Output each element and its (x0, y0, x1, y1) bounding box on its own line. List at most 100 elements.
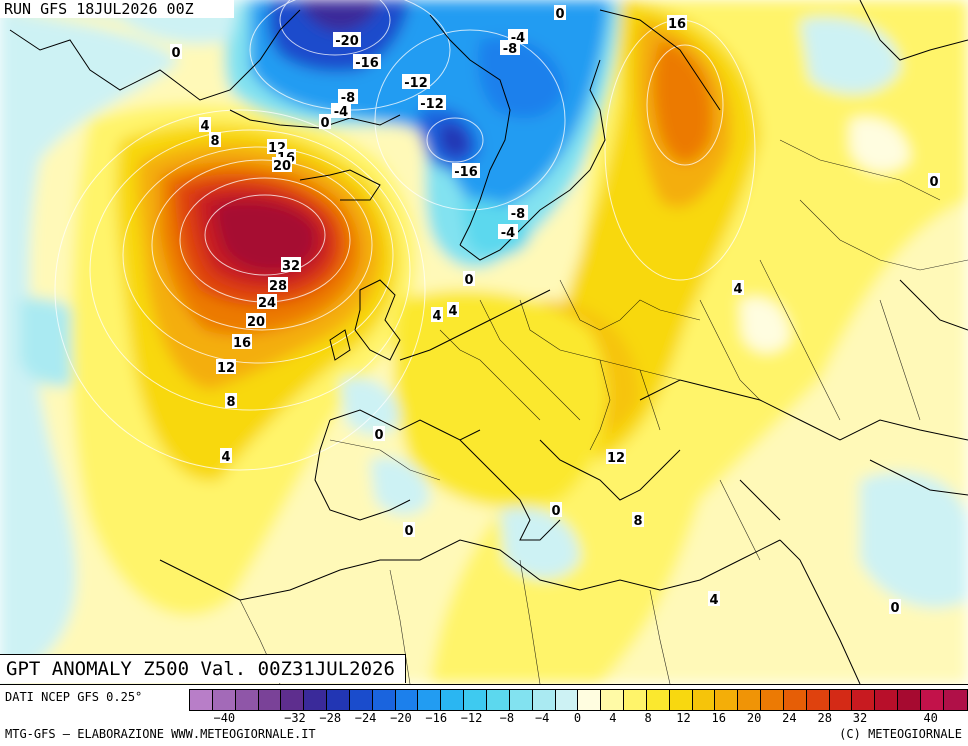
color-scale-swatch (829, 690, 853, 710)
contour-label-bg (452, 163, 480, 178)
contour-label-bg (209, 132, 221, 147)
contour-label: 4 (200, 119, 209, 134)
contour-label-bg (257, 294, 277, 309)
color-scale-tick: 40 (923, 711, 938, 725)
contour-label: -12 (420, 97, 444, 112)
contour-label-bg (418, 95, 446, 110)
contour-label-bg (232, 334, 252, 349)
color-scale-swatch (646, 690, 670, 710)
color-scale-tick: −24 (354, 711, 377, 725)
contour-label-bg (216, 359, 236, 374)
contour-label: -8 (503, 42, 517, 57)
anomaly-map: -20-16-12-12-8-40-4-8016048121620-16-8-4… (0, 0, 968, 684)
contour-label: -16 (454, 165, 478, 180)
contour-label: 28 (269, 279, 287, 294)
contour-label: 0 (374, 428, 383, 443)
contour-label-bg (606, 449, 626, 464)
contour-label: 0 (171, 46, 180, 61)
color-scale-swatch (624, 690, 647, 710)
color-scale-swatch (464, 690, 487, 710)
contour-label-bg (508, 205, 528, 220)
color-scale-swatch (738, 690, 762, 710)
contour-label: 4 (448, 304, 457, 319)
contour-label-bg (463, 271, 475, 286)
contour-label: 20 (273, 159, 291, 174)
color-scale-swatch (715, 690, 739, 710)
color-scale-swatch (486, 690, 510, 710)
contour-label-bg (170, 44, 182, 59)
color-scale (189, 689, 968, 711)
contour-label-bg (500, 40, 520, 55)
contour-label-bg (353, 54, 381, 69)
color-scale-ticks: −40 −32 −28 −24 −20 −16 −12 −8 −4 0 4 8 12 16 20 24 28 32… (189, 711, 966, 727)
color-scale-tick: 12 (676, 711, 691, 725)
color-scale-tick: −20 (390, 711, 412, 725)
color-scale-swatch (669, 690, 693, 710)
color-scale-tick: −12 (460, 711, 483, 725)
contour-label: 8 (226, 395, 235, 410)
contour-label: -8 (341, 91, 355, 106)
color-scale-swatch (235, 690, 259, 710)
color-scale-swatch (281, 690, 305, 710)
color-scale-swatch (806, 690, 830, 710)
color-scale-tick: 0 (573, 711, 582, 725)
contour-label-bg (338, 89, 358, 104)
color-scale-tick: 8 (644, 711, 652, 725)
contour-label: 12 (217, 361, 235, 376)
contour-label-bg (373, 426, 385, 441)
contour-label: 12 (607, 451, 625, 466)
contour-label: 8 (633, 514, 642, 529)
color-scale-swatch (212, 690, 236, 710)
contour-label-bg (632, 512, 644, 527)
color-scale-swatch (852, 690, 876, 710)
contour-label-bg (498, 224, 518, 239)
color-scale-swatch (372, 690, 396, 710)
color-scale-swatch (555, 690, 579, 710)
contour-label: 32 (282, 259, 300, 274)
color-scale-tick: −28 (319, 711, 342, 725)
map-title: GPT ANOMALY Z500 Val. 00Z31JUL2026 (0, 654, 406, 683)
contour-label: 8 (210, 134, 219, 149)
color-scale-swatch (509, 690, 533, 710)
contour-label: 0 (404, 524, 413, 539)
color-scale-swatch (921, 690, 944, 710)
contour-label: 4 (709, 593, 718, 608)
contour-label-bg (319, 114, 331, 129)
color-scale-tick: 20 (746, 711, 762, 725)
contour-label: 16 (233, 336, 251, 351)
color-scale-tick: 24 (782, 711, 797, 725)
contour-label-bg (333, 32, 361, 47)
color-scale-tick: −40 (213, 711, 236, 725)
contour-label-bg (708, 591, 720, 606)
contour-label: -12 (404, 76, 428, 91)
contour-label-bg (447, 302, 459, 317)
contour-label-bg (220, 448, 232, 463)
color-scale-swatch (395, 690, 419, 710)
color-scale-tick: 28 (817, 711, 832, 725)
color-scale-swatch (898, 690, 921, 710)
contour-label-bg (550, 502, 562, 517)
color-scale-swatch (418, 690, 442, 710)
color-scale-swatch (783, 690, 807, 710)
color-scale-swatch (692, 690, 716, 710)
contour-label: 4 (432, 309, 441, 324)
contour-label: 0 (551, 504, 560, 519)
color-scale-swatch (532, 690, 556, 710)
color-scale-swatch (258, 690, 282, 710)
contour-label-bg (331, 103, 351, 118)
contour-label-bg (732, 280, 744, 295)
color-scale-swatch (601, 690, 625, 710)
color-scale-tick: −16 (425, 711, 448, 725)
contour-label: 4 (221, 450, 230, 465)
color-scale-swatch (190, 690, 213, 710)
color-scale-swatch (578, 690, 602, 710)
contour-label: 0 (929, 175, 938, 190)
contour-label-bg (225, 393, 237, 408)
run-label: RUN GFS 18JUL2026 00Z (0, 0, 234, 18)
contour-label-bg (889, 599, 901, 614)
contour-label-bg (431, 307, 443, 322)
contour-label: 4 (733, 282, 742, 297)
contour-label-bg (928, 173, 940, 188)
color-scale-tick: −32 (284, 711, 306, 725)
color-scale-swatch (875, 690, 899, 710)
